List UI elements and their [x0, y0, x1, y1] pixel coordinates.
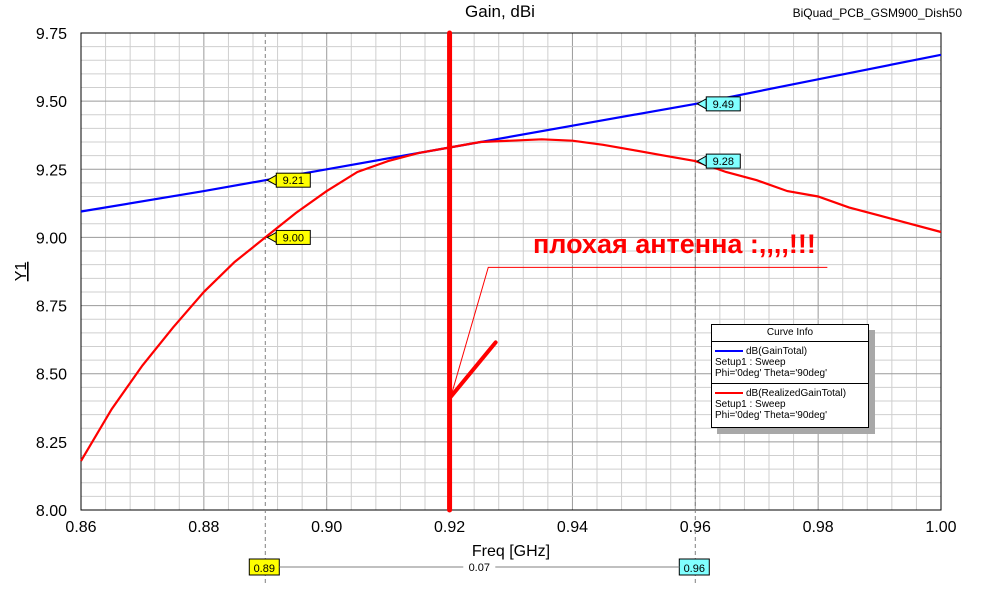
- annotation-arrow-stroke: [447, 340, 498, 401]
- legend-entry-angles: Phi='0deg' Theta='90deg': [715, 368, 827, 379]
- marker-x-label: 0.89: [254, 563, 275, 575]
- marker-value-label: 9.21: [283, 175, 304, 187]
- y-tick-label: 8.25: [36, 435, 67, 452]
- x-tick-label: 0.88: [188, 519, 219, 536]
- legend-entry-name: dB(RealizedGainTotal): [746, 388, 847, 399]
- plot-area: [81, 33, 941, 510]
- annotation-text: плохая антенна :,,,,!!!: [533, 229, 816, 259]
- x-tick-label: 0.96: [680, 519, 711, 536]
- legend-entry-name: dB(GainTotal): [746, 346, 808, 357]
- legend-entry-setup: Setup1 : Sweep: [715, 357, 786, 368]
- legend-entry-realized-gain-total[interactable]: dB(RealizedGainTotal) Setup1 : Sweep Phi…: [712, 383, 868, 421]
- project-name: BiQuad_PCB_GSM900_Dish50: [792, 6, 962, 20]
- legend-entry-gain-total[interactable]: dB(GainTotal) Setup1 : Sweep Phi='0deg' …: [712, 342, 868, 379]
- marker-value-box: [705, 153, 741, 169]
- marker-value-label: 9.49: [713, 99, 734, 111]
- delta-label: 0.07: [469, 562, 490, 574]
- legend-header: Curve Info: [712, 325, 868, 342]
- legend-swatch-blue: [715, 350, 743, 353]
- y-tick-label: 9.50: [36, 94, 67, 111]
- plot-frame: [80, 32, 942, 511]
- series-line: [80, 138, 942, 462]
- chart-title: Gain, dBi: [465, 2, 535, 21]
- x-tick-label: 1.00: [925, 519, 956, 536]
- y-tick-label: 9.75: [36, 26, 67, 43]
- x-tick-label: 0.92: [434, 519, 465, 536]
- y-tick-label: 9.25: [36, 162, 67, 179]
- y-tick-label: 8.00: [36, 503, 67, 520]
- x-axis-label: Freq [GHz]: [472, 543, 550, 560]
- marker-value-label: 9.28: [713, 156, 734, 168]
- legend-entry-angles: Phi='0deg' Theta='90deg': [715, 410, 827, 421]
- x-tick-label: 0.86: [65, 519, 96, 536]
- marker-value-box: [275, 229, 311, 245]
- x-tick-label: 0.90: [311, 519, 342, 536]
- marker-x-label: 0.96: [684, 563, 705, 575]
- marker-value-box: [705, 96, 741, 112]
- marker-value-box: [275, 172, 311, 188]
- x-tick-label: 0.94: [557, 519, 588, 536]
- y-axis-label: Y1: [13, 262, 30, 282]
- legend-entry-setup: Setup1 : Sweep: [715, 399, 786, 410]
- annotation-leader-line: [449, 266, 828, 402]
- legend-swatch-red: [715, 392, 743, 395]
- y-tick-label: 8.50: [36, 367, 67, 384]
- marker-value-label: 9.00: [283, 232, 304, 244]
- curve-info-legend[interactable]: Curve Info dB(GainTotal) Setup1 : Sweep …: [711, 324, 869, 428]
- y-tick-label: 9.00: [36, 230, 67, 247]
- x-tick-label: 0.98: [803, 519, 834, 536]
- y-tick-label: 8.75: [36, 299, 67, 316]
